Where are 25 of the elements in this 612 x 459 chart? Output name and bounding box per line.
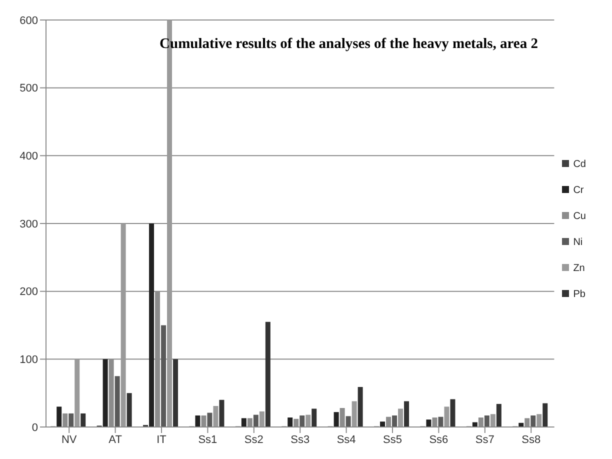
x-tick-label: Ss2 <box>244 434 264 446</box>
legend-label: Cr <box>573 184 584 196</box>
y-tick-label: 600 <box>20 14 38 27</box>
text: Cumulative results of the analyses of the heavy metals, area 2 <box>158 36 538 53</box>
x-tick-label: Ss1 <box>198 434 218 446</box>
y-tick-label: 100 <box>20 354 38 366</box>
legend-label: Cu <box>573 210 586 222</box>
x-tick-label: AT <box>108 434 122 446</box>
y-tick-label: 500 <box>20 82 38 95</box>
y-tick-label: 300 <box>20 218 38 230</box>
x-tick-label: NV <box>61 434 78 446</box>
x-tick-label: Ss6 <box>429 434 448 446</box>
x-tick-label: IT <box>156 434 167 446</box>
legend-label: Ni <box>573 236 583 248</box>
x-tick-label: Ss3 <box>290 434 310 446</box>
y-tick-label: 0 <box>32 422 38 434</box>
x-tick-label: Ss4 <box>336 434 356 446</box>
x-tick-label: Ss7 <box>475 434 494 446</box>
x-tick-label: Ss5 <box>383 434 402 446</box>
x-tick-label: Ss8 <box>522 434 541 446</box>
legend-label: Cd <box>573 158 586 170</box>
y-tick-label: 400 <box>20 150 38 163</box>
legend-label: Zn <box>573 262 585 274</box>
legend-label: Pb <box>573 288 586 300</box>
y-tick-label: 200 <box>20 286 38 298</box>
